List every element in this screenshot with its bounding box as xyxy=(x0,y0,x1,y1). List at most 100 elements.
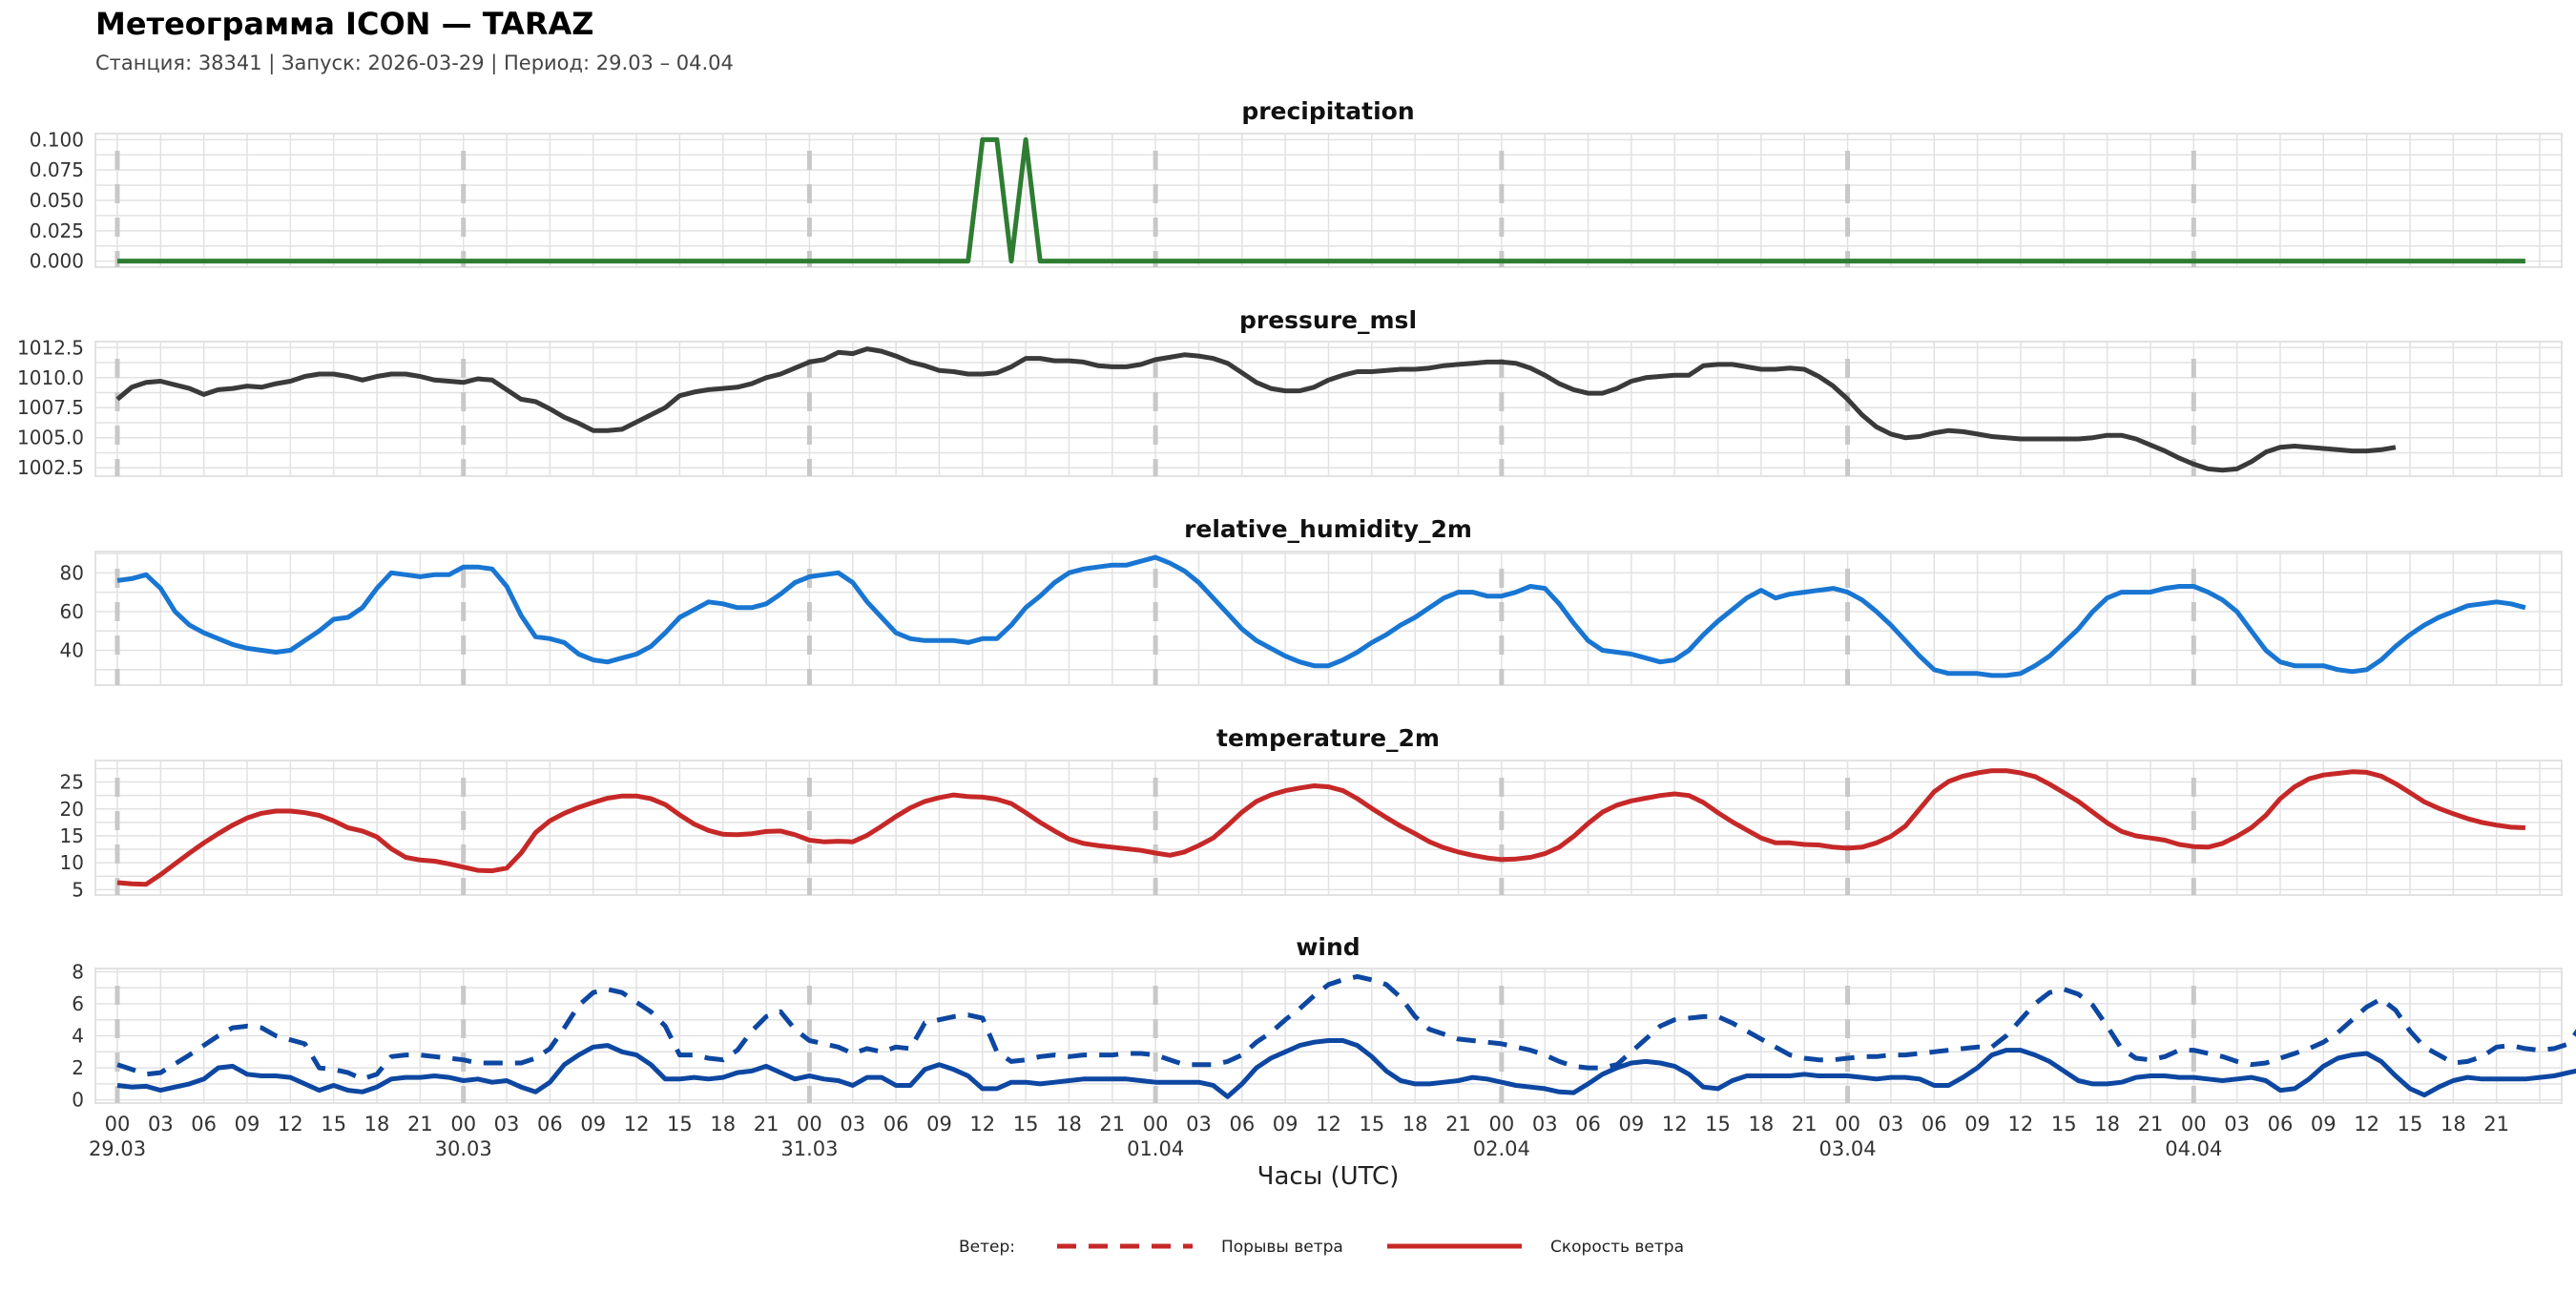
x-tick-label: 18 xyxy=(364,1113,390,1136)
x-tick-label: 18 xyxy=(2441,1113,2466,1136)
series-precipitation xyxy=(117,136,2525,264)
x-tick-label: 09 xyxy=(580,1113,606,1136)
x-tick-label: 15 xyxy=(2051,1113,2077,1136)
y-tick-label: 15 xyxy=(60,824,84,847)
x-tick-label: 00 xyxy=(105,1113,131,1136)
x-tick-label: 21 xyxy=(1792,1113,1818,1136)
panels: precipitation0.0000.0250.0500.0750.100pr… xyxy=(17,97,2576,1112)
x-tick-label: 09 xyxy=(1619,1113,1645,1136)
y-tick-label: 0 xyxy=(72,1089,84,1112)
y-tick-label: 0.025 xyxy=(30,219,84,242)
panel-title-humidity: relative_humidity_2m xyxy=(1184,515,1472,543)
x-tick-label: 21 xyxy=(1099,1113,1125,1136)
y-tick-label: 0.100 xyxy=(30,128,84,151)
panel-precipitation: precipitation 0.000 0.025 0.050 0.075 0.100 xyxy=(30,97,2563,273)
y-tick-label: 2 xyxy=(72,1056,84,1079)
x-axis-label: Часы (UTC) xyxy=(1257,1162,1400,1191)
x-tick-label: 21 xyxy=(1445,1113,1471,1136)
x-tick-label: 00 xyxy=(2181,1113,2207,1136)
x-tick-label: 15 xyxy=(667,1113,693,1136)
x-tick-label: 06 xyxy=(537,1113,563,1136)
x-tick-label: 21 xyxy=(407,1113,433,1136)
x-tick-label: 15 xyxy=(1705,1113,1731,1136)
x-tick-label: 06 xyxy=(1575,1113,1601,1136)
y-tick-label: 20 xyxy=(60,798,84,821)
x-tick-label: 12 xyxy=(2354,1113,2379,1136)
x-tick-label: 18 xyxy=(710,1113,736,1136)
panel-temperature: temperature_2m 5 10 15 20 25 xyxy=(60,724,2563,901)
x-tick-label: 18 xyxy=(2094,1113,2120,1136)
x-tick-label: 12 xyxy=(624,1113,650,1136)
x-tick-label: 03 xyxy=(1879,1113,1904,1136)
x-tick-label: 09 xyxy=(1273,1113,1298,1136)
y-tick-label: 1012.5 xyxy=(17,336,84,359)
x-tick-label: 03 xyxy=(840,1113,865,1136)
panel-title-temperature: temperature_2m xyxy=(1216,724,1440,752)
x-tick-label: 06 xyxy=(1229,1113,1255,1136)
x-tick-label: 03 xyxy=(1532,1113,1558,1136)
y-tick-label: 5 xyxy=(72,878,84,901)
x-tick-label: 06 xyxy=(883,1113,909,1136)
y-tick-label: 4 xyxy=(72,1025,84,1048)
series-wind xyxy=(116,1038,2576,1099)
legend-speed-label: Скорость ветра xyxy=(1550,1238,1684,1257)
legend: Ветер: Порывы ветра Скорость ветра xyxy=(959,1238,1684,1257)
y-tick-label: 0.075 xyxy=(30,158,84,181)
y-tick-label: 1007.5 xyxy=(17,396,84,419)
x-date-label: 01.04 xyxy=(1127,1137,1184,1160)
y-tick-label: 1010.0 xyxy=(17,366,84,389)
y-tick-label: 1005.0 xyxy=(17,427,84,449)
x-tick-label: 15 xyxy=(1359,1113,1384,1136)
x-tick-label: 09 xyxy=(2311,1113,2337,1136)
x-tick-label: 06 xyxy=(1922,1113,1947,1136)
panel-humidity: relative_humidity_2m 40 60 80 xyxy=(60,515,2563,686)
x-tick-label: 00 xyxy=(1143,1113,1169,1136)
x-tick-label: 09 xyxy=(926,1113,952,1136)
x-tick-label: 15 xyxy=(1013,1113,1039,1136)
x-tick-label: 00 xyxy=(1488,1113,1514,1136)
x-tick-label: 09 xyxy=(235,1113,260,1136)
y-tick-label: 0.050 xyxy=(30,189,84,212)
x-tick-label: 00 xyxy=(450,1113,476,1136)
x-tick-label: 18 xyxy=(1056,1113,1082,1136)
panel-wind: wind 0 2 4 6 8 xyxy=(72,933,2576,1112)
legend-gusts-label: Порывы ветра xyxy=(1221,1238,1343,1257)
x-tick-label: 18 xyxy=(1402,1113,1428,1136)
x-tick-label: 06 xyxy=(191,1113,217,1136)
y-tick-label: 80 xyxy=(60,561,84,584)
y-tick-label: 10 xyxy=(60,851,84,874)
x-tick-label: 15 xyxy=(2398,1113,2423,1136)
y-tick-label: 40 xyxy=(60,638,84,661)
series-temperature xyxy=(116,768,2525,887)
x-tick-label: 21 xyxy=(2138,1113,2164,1136)
x-date-label: 29.03 xyxy=(89,1137,146,1160)
y-tick-label: 1002.5 xyxy=(17,456,84,479)
x-tick-label: 21 xyxy=(2483,1113,2509,1136)
x-axis: 00 03 06 09 12 15 18 21 00 03 06 09 12 15 18 21 00 03 06 09… xyxy=(89,1113,2509,1160)
series-humidity xyxy=(116,554,2526,678)
panel-title-wind: wind xyxy=(1296,933,1360,961)
x-date-label: 30.03 xyxy=(435,1137,492,1160)
chart-subtitle: Станция: 38341 | Запуск: 2026-03-29 | Пе… xyxy=(95,52,734,75)
y-tick-label: 8 xyxy=(72,960,84,983)
x-tick-label: 12 xyxy=(1316,1113,1341,1136)
x-tick-label: 12 xyxy=(2008,1113,2034,1136)
x-date-label: 03.04 xyxy=(1819,1137,1877,1160)
y-tick-label: 60 xyxy=(60,600,84,623)
x-date-label: 04.04 xyxy=(2165,1137,2222,1160)
x-tick-label: 18 xyxy=(1749,1113,1775,1136)
x-tick-label: 03 xyxy=(148,1113,174,1136)
x-tick-label: 15 xyxy=(321,1113,346,1136)
x-tick-label: 03 xyxy=(1186,1113,1212,1136)
series-pressure xyxy=(115,346,2397,473)
legend-title: Ветер: xyxy=(959,1238,1015,1257)
x-tick-label: 21 xyxy=(754,1113,779,1136)
y-tick-label: 25 xyxy=(60,771,84,794)
chart-title: Метеограмма ICON — TARAZ xyxy=(95,6,593,42)
y-tick-label: 6 xyxy=(72,992,84,1015)
y-tick-label: 0.000 xyxy=(30,250,84,273)
x-tick-label: 03 xyxy=(2224,1113,2250,1136)
x-tick-label: 09 xyxy=(1964,1113,1990,1136)
